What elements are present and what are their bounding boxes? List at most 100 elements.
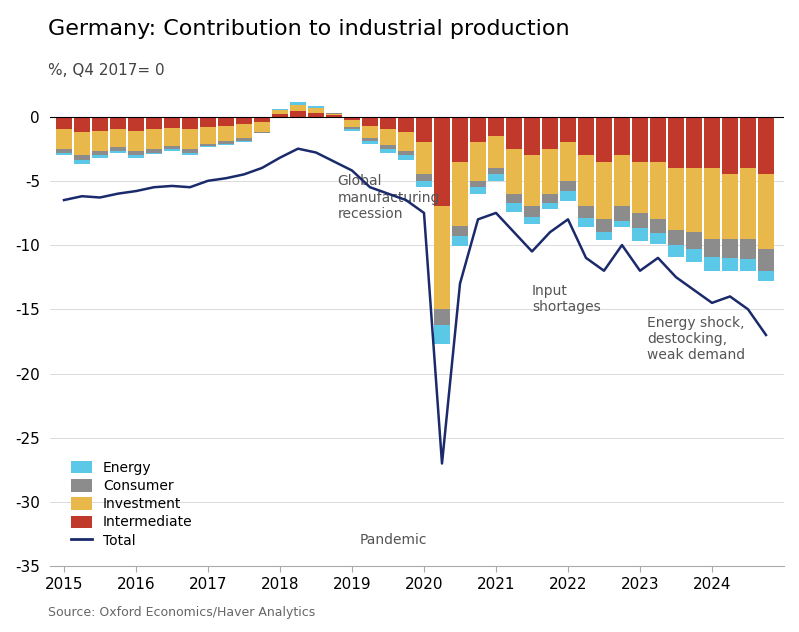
Bar — [362, 126, 378, 138]
Total — [455, 280, 465, 288]
Bar — [164, 128, 180, 146]
Bar — [704, 116, 720, 168]
Total — [563, 216, 573, 223]
Bar — [92, 131, 108, 151]
Bar — [668, 168, 684, 229]
Bar — [434, 309, 450, 325]
Bar — [596, 219, 612, 232]
Bar — [722, 239, 738, 258]
Bar — [308, 107, 324, 112]
Bar — [542, 149, 558, 193]
Bar — [560, 191, 576, 202]
Total — [348, 167, 357, 174]
Bar — [380, 116, 396, 130]
Bar — [218, 143, 234, 145]
Bar — [74, 116, 90, 132]
Bar — [110, 116, 126, 130]
Bar — [110, 147, 126, 151]
Bar — [416, 116, 432, 142]
Total — [599, 267, 609, 274]
Bar — [146, 116, 162, 130]
Bar — [722, 116, 738, 174]
Total — [545, 228, 555, 236]
Bar — [740, 259, 756, 270]
Bar — [704, 168, 720, 239]
Bar — [164, 146, 180, 149]
Total — [671, 274, 681, 281]
Bar — [74, 155, 90, 161]
Bar — [524, 207, 540, 217]
Bar — [596, 116, 612, 162]
Bar — [290, 102, 306, 105]
Bar — [614, 116, 630, 155]
Total — [491, 209, 501, 217]
Bar — [470, 187, 486, 193]
Bar — [236, 141, 252, 142]
Bar — [182, 152, 198, 155]
Text: Pandemic: Pandemic — [360, 533, 427, 547]
Bar — [452, 116, 468, 162]
Bar — [128, 155, 144, 157]
Bar — [560, 181, 576, 191]
Bar — [668, 116, 684, 168]
Bar — [596, 232, 612, 240]
Bar — [326, 112, 342, 115]
Total — [384, 190, 393, 197]
Bar — [596, 162, 612, 219]
Bar — [272, 110, 288, 114]
Bar — [452, 236, 468, 246]
Bar — [56, 130, 72, 149]
Bar — [362, 141, 378, 143]
Total — [167, 182, 177, 190]
Bar — [362, 116, 378, 126]
Total — [311, 149, 320, 156]
Bar — [470, 181, 486, 187]
Bar — [686, 168, 702, 232]
Bar — [254, 132, 270, 133]
Bar — [344, 130, 360, 131]
Bar — [128, 151, 144, 155]
Total — [581, 254, 590, 262]
Total — [149, 183, 159, 191]
Bar — [524, 116, 540, 155]
Bar — [236, 116, 252, 125]
Total — [401, 197, 411, 204]
Total — [203, 177, 213, 185]
Bar — [434, 325, 450, 344]
Bar — [650, 116, 666, 162]
Bar — [200, 116, 216, 127]
Bar — [398, 116, 414, 132]
Total — [761, 331, 771, 339]
Bar — [416, 174, 432, 181]
Bar — [488, 136, 504, 168]
Bar — [506, 116, 522, 149]
Bar — [380, 130, 396, 145]
Total — [527, 248, 537, 255]
Bar — [218, 141, 234, 143]
Bar — [632, 162, 648, 213]
Bar — [182, 130, 198, 149]
Bar — [326, 112, 342, 114]
Bar — [506, 193, 522, 203]
Total — [725, 293, 735, 300]
Bar — [200, 127, 216, 143]
Bar — [110, 151, 126, 152]
Bar — [578, 218, 594, 227]
Total — [617, 241, 626, 249]
Bar — [290, 111, 306, 116]
Bar — [740, 116, 756, 168]
Total — [78, 192, 87, 200]
Total — [743, 305, 753, 313]
Bar — [164, 116, 180, 128]
Bar — [182, 116, 198, 130]
Bar — [326, 115, 342, 116]
Total — [275, 154, 284, 161]
Bar — [470, 116, 486, 142]
Bar — [56, 152, 72, 155]
Bar — [272, 114, 288, 116]
Bar — [146, 130, 162, 149]
Bar — [218, 116, 234, 126]
Bar — [398, 132, 414, 151]
Bar — [524, 155, 540, 207]
Bar — [92, 155, 108, 157]
